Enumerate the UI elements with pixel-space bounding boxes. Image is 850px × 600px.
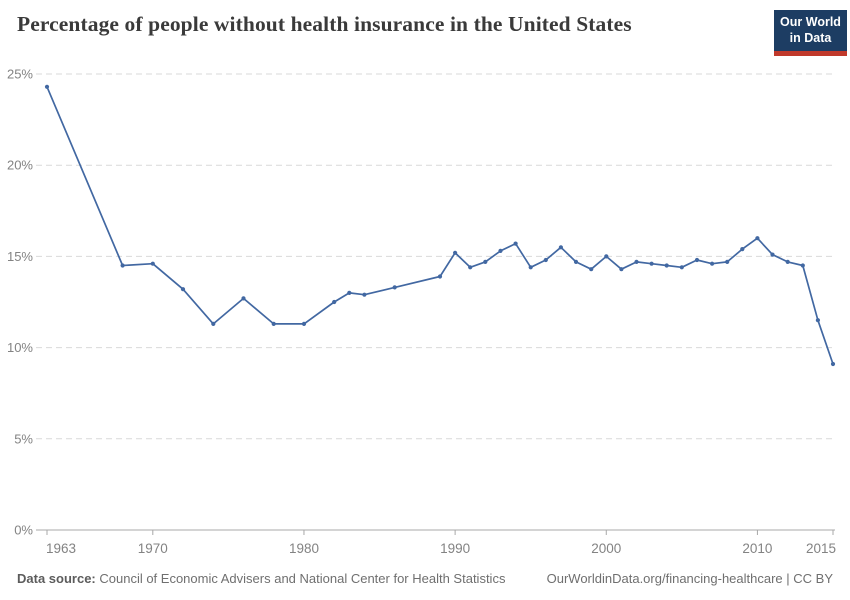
data-point-1963[interactable]	[44, 84, 50, 89]
data-point-2007[interactable]	[710, 261, 715, 266]
data-point-2001[interactable]	[619, 267, 624, 272]
data-point-1990[interactable]	[453, 250, 458, 255]
data-point-1982[interactable]	[332, 299, 337, 305]
data-point-2004[interactable]	[664, 263, 669, 268]
data-point-1999[interactable]	[589, 267, 594, 272]
data-point-1986[interactable]	[392, 285, 397, 290]
data-point-1984[interactable]	[362, 292, 367, 297]
data-point-1983[interactable]	[347, 290, 352, 295]
data-point-1998[interactable]	[573, 259, 579, 264]
data-point-1980[interactable]	[301, 321, 307, 326]
y-axis-label-10: 10%	[7, 340, 33, 355]
chart-title: Percentage of people without health insu…	[17, 12, 632, 36]
y-axis-label-5: 5%	[14, 431, 33, 446]
data-point-2006[interactable]	[694, 257, 700, 263]
data-point-1968[interactable]	[120, 263, 125, 268]
data-point-2002[interactable]	[634, 259, 639, 264]
attribution[interactable]: OurWorldinData.org/financing-healthcare …	[546, 571, 833, 586]
owid-logo[interactable]: Our World in Data	[774, 10, 847, 56]
y-axis-label-0: 0%	[14, 523, 33, 538]
data-point-2010[interactable]	[755, 236, 760, 241]
logo-text-line1: Our World	[780, 15, 841, 30]
chart-footer: Data source: Council of Economic Adviser…	[17, 571, 833, 586]
x-axis-label-1970: 1970	[138, 541, 168, 556]
y-axis-label-20: 20%	[7, 158, 33, 173]
data-point-2009[interactable]	[740, 247, 745, 252]
data-point-2015[interactable]	[830, 361, 836, 367]
data-source-label: Data source:	[17, 571, 96, 586]
data-point-1992[interactable]	[483, 259, 488, 264]
data-point-2008[interactable]	[725, 259, 730, 264]
data-point-1995[interactable]	[528, 265, 533, 270]
data-point-2012[interactable]	[785, 259, 790, 264]
x-axis-label-2015: 2015	[806, 541, 836, 556]
x-axis-label-1963: 1963	[46, 541, 76, 556]
data-point-1972[interactable]	[180, 287, 186, 292]
data-point-1997[interactable]	[558, 245, 564, 250]
data-point-1994[interactable]	[513, 241, 518, 246]
x-axis-label-1990: 1990	[440, 541, 470, 556]
x-axis-label-2000: 2000	[591, 541, 621, 556]
data-point-2003[interactable]	[649, 261, 654, 266]
data-point-2011[interactable]	[770, 252, 775, 257]
x-axis-label-1980: 1980	[289, 541, 319, 556]
data-point-2000[interactable]	[604, 254, 609, 259]
data-point-1974[interactable]	[211, 321, 216, 326]
data-source: Data source: Council of Economic Adviser…	[17, 571, 505, 586]
data-point-2013[interactable]	[800, 263, 805, 268]
y-axis-label-25: 25%	[7, 67, 33, 82]
data-point-1976[interactable]	[241, 296, 246, 301]
series-line-united-states[interactable]	[46, 86, 834, 365]
data-point-2014[interactable]	[815, 318, 821, 323]
data-point-1991[interactable]	[468, 265, 473, 270]
data-point-2005[interactable]	[679, 265, 684, 270]
data-source-text: Council of Economic Advisers and Nationa…	[95, 571, 506, 586]
data-point-1978[interactable]	[271, 321, 276, 326]
y-axis-label-15: 15%	[7, 249, 33, 264]
data-point-1970[interactable]	[150, 261, 155, 266]
logo-text-line2: in Data	[789, 30, 832, 45]
data-point-1989[interactable]	[437, 274, 443, 279]
data-point-1996[interactable]	[543, 257, 548, 263]
data-point-1993[interactable]	[498, 248, 503, 253]
x-axis-label-2010: 2010	[742, 541, 772, 556]
